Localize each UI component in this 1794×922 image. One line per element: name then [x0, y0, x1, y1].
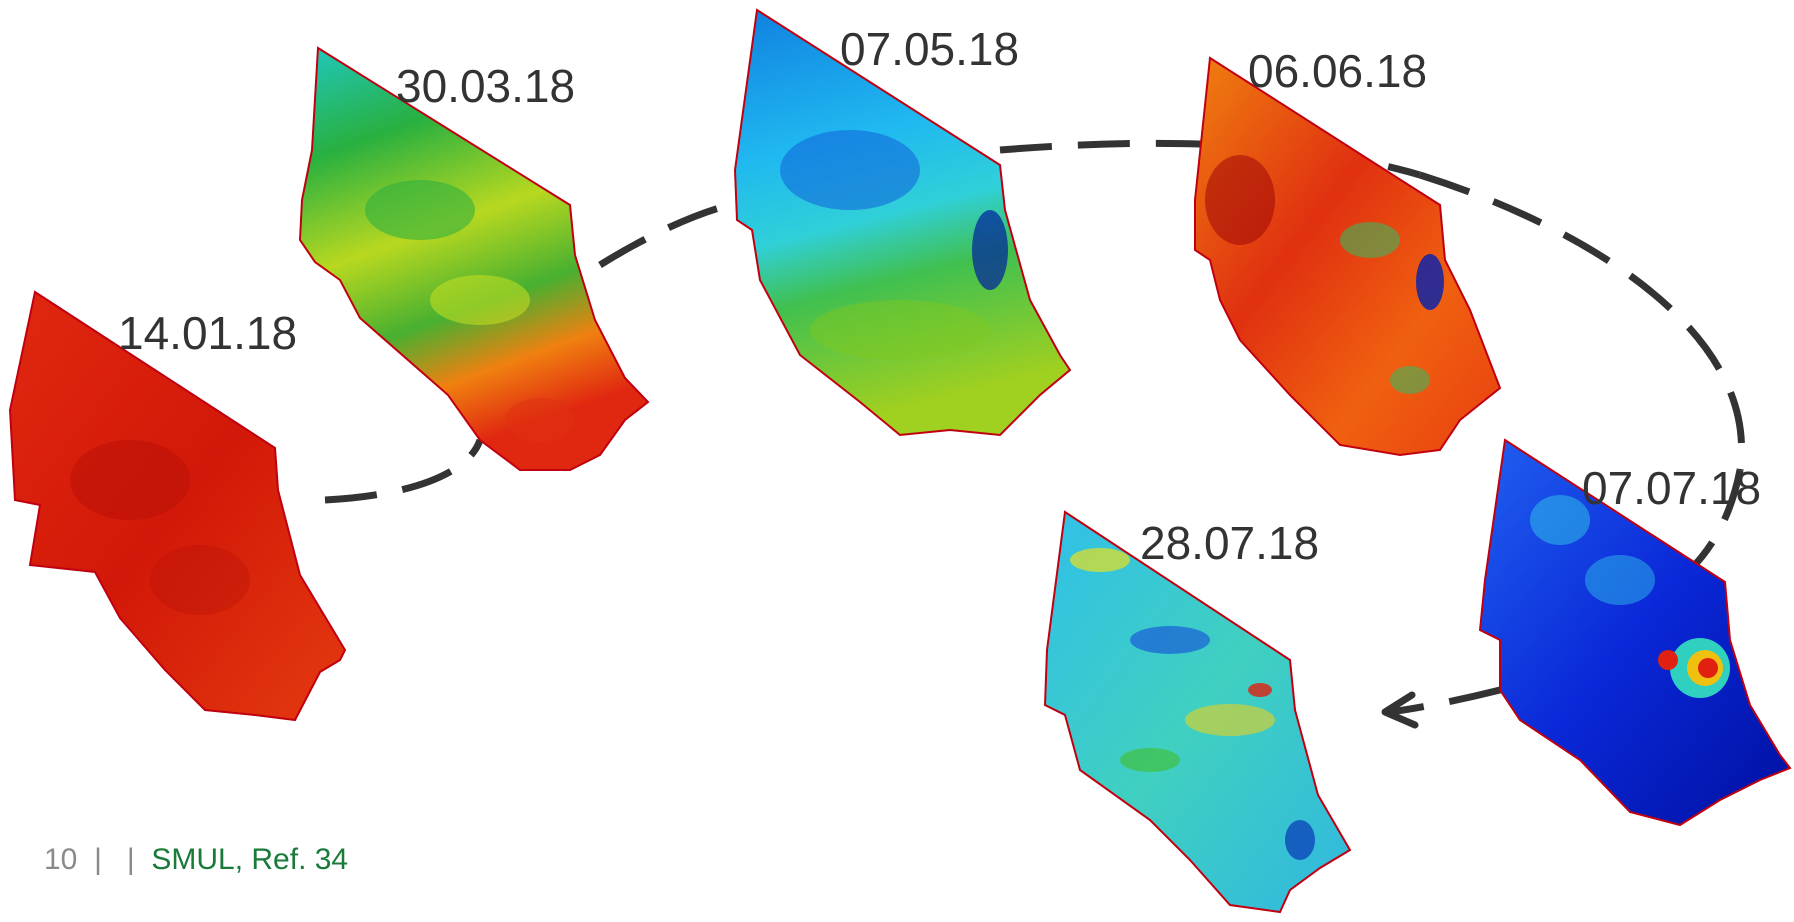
date-label-jun: 06.06.18 [1248, 45, 1428, 97]
date-label-mar: 30.03.18 [396, 60, 576, 112]
date-label-may: 07.05.18 [840, 23, 1020, 75]
page-number: 10 [44, 843, 78, 876]
arrow-head [1381, 691, 1419, 729]
cycle-arc-segment-1 [324, 438, 484, 504]
footer: 10 | | SMUL, Ref. 34 [44, 843, 348, 877]
date-label-jul7: 07.07.18 [1582, 462, 1762, 514]
field-map-may [733, 8, 1072, 437]
cycle-arc-segment-6 [1389, 686, 1501, 716]
field-map-mar [298, 46, 650, 471]
cycle-arc-segment-4 [1418, 171, 1745, 471]
date-label-jul28: 28.07.18 [1140, 517, 1320, 569]
field-map-jul28 [1043, 510, 1352, 914]
field-map-jul7 [1478, 438, 1792, 827]
cycle-arrow [324, 139, 1745, 716]
source-label: SMUL, Ref. 34 [151, 843, 349, 876]
footer-separator: | | [94, 843, 135, 876]
field-map-jun [1194, 56, 1502, 457]
field-map-jan [8, 290, 347, 722]
date-label-jan: 14.01.18 [118, 307, 298, 359]
cycle-arc-segment-2 [598, 201, 731, 268]
